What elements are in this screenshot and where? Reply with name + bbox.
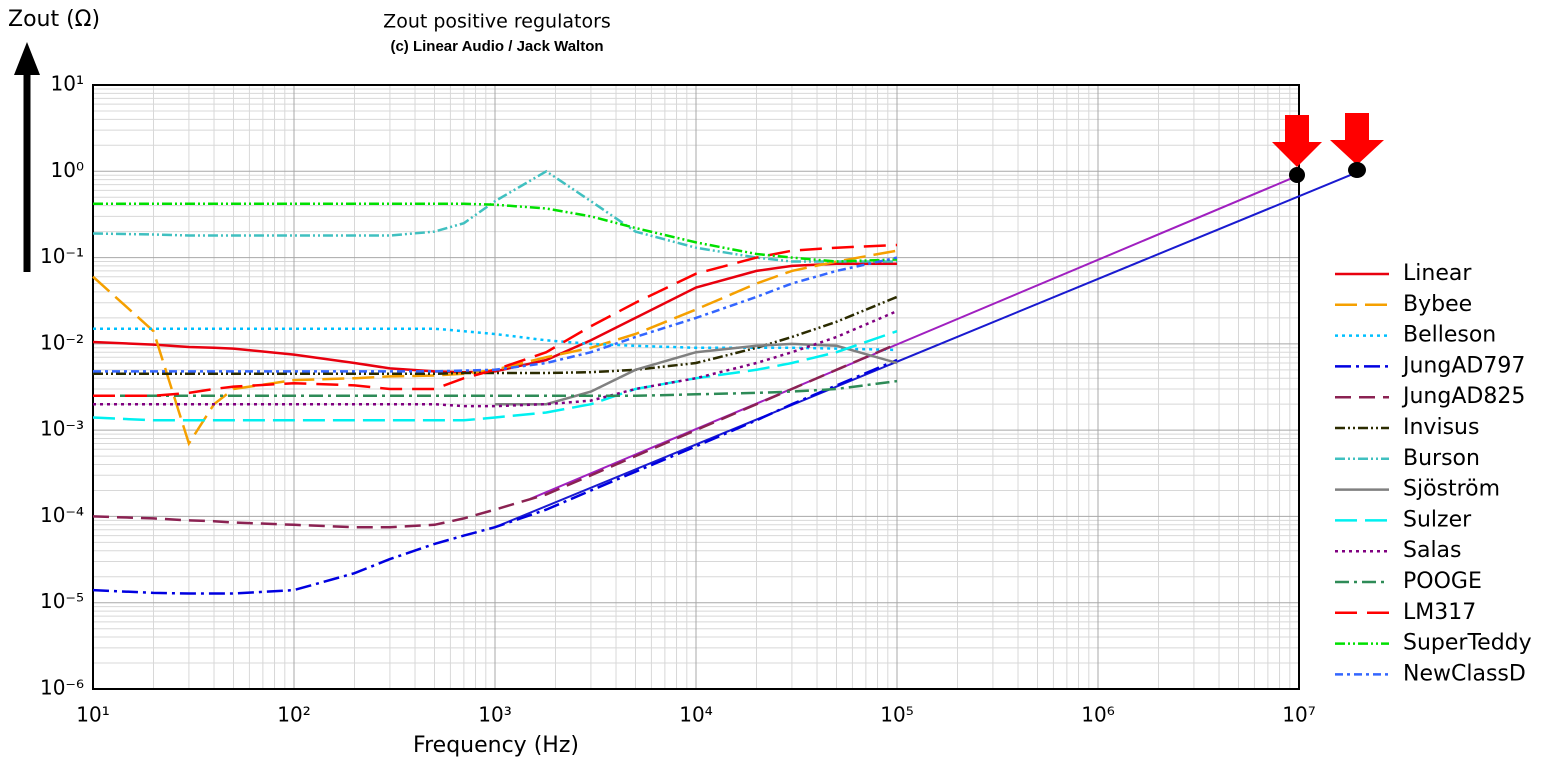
series-line (92, 342, 898, 529)
series-line (495, 342, 898, 406)
markers (1272, 113, 1384, 183)
x-tick-label: 10⁴ (679, 703, 712, 727)
y-arrow (14, 42, 40, 272)
x-tick-label: 10² (277, 703, 310, 727)
y-tick-label: 10⁻³ (40, 417, 84, 441)
x-tick-label: 10⁶ (1081, 703, 1114, 727)
legend-label: Bybee (1403, 292, 1472, 317)
y-tick-label: 10⁰ (51, 158, 84, 182)
series-line (93, 309, 898, 408)
legend-label: JungAD825 (1401, 384, 1525, 409)
y-tick-label: 10⁻¹ (40, 244, 84, 268)
legend-label: Burson (1403, 446, 1480, 471)
y-tick-label: 10¹ (51, 72, 84, 96)
legend-label: JungAD797 (1401, 353, 1525, 378)
legend-label: NewClassD (1403, 661, 1526, 686)
legend-label: Salas (1403, 538, 1462, 563)
series-line (93, 379, 898, 398)
x-tick-label: 10⁵ (880, 703, 913, 727)
legend-label: Sjöström (1403, 477, 1500, 502)
series-line (92, 169, 897, 263)
chart-title: Zout positive regulators (383, 11, 611, 33)
plot-area: 10¹ 10² 10³ 10⁴ 10⁵ 10⁶ 10⁷ 10¹ 10⁰ 10⁻¹ 10⁻² 10⁻³ 1… (40, 72, 1360, 727)
series-line (93, 295, 898, 376)
series-line (93, 256, 898, 373)
x-tick-label: 10³ (478, 703, 511, 727)
y-tick-label: 10⁻⁴ (40, 503, 84, 527)
series-line (93, 202, 898, 263)
legend-label: POOGE (1403, 569, 1482, 594)
x-tick-label: 10¹ (76, 703, 109, 727)
legend-label: SuperTeddy (1403, 631, 1532, 656)
plot-frame (92, 84, 1300, 690)
series-line (92, 330, 898, 422)
chart-subtitle: (c) Linear Audio / Jack Walton (390, 38, 603, 55)
y-tick-label: 10⁻⁶ (40, 676, 84, 700)
legend-label: LM317 (1403, 600, 1476, 625)
legend-label: Invisus (1403, 415, 1479, 440)
series-line (92, 358, 898, 595)
legend-label: Belleson (1403, 323, 1496, 348)
y-axis-label: Zout (Ω) (8, 7, 100, 32)
y-tick-label: 10⁻⁵ (40, 589, 84, 613)
series-line (93, 327, 898, 352)
reference-line (494, 170, 1360, 529)
series-line (93, 243, 898, 398)
legend-label: Sulzer (1403, 507, 1472, 532)
x-tick-label: 10⁷ (1282, 703, 1315, 727)
x-axis-label: Frequency (Hz) (413, 733, 579, 758)
legend-label: Linear (1403, 261, 1472, 286)
y-tick-label: 10⁻² (40, 330, 84, 354)
